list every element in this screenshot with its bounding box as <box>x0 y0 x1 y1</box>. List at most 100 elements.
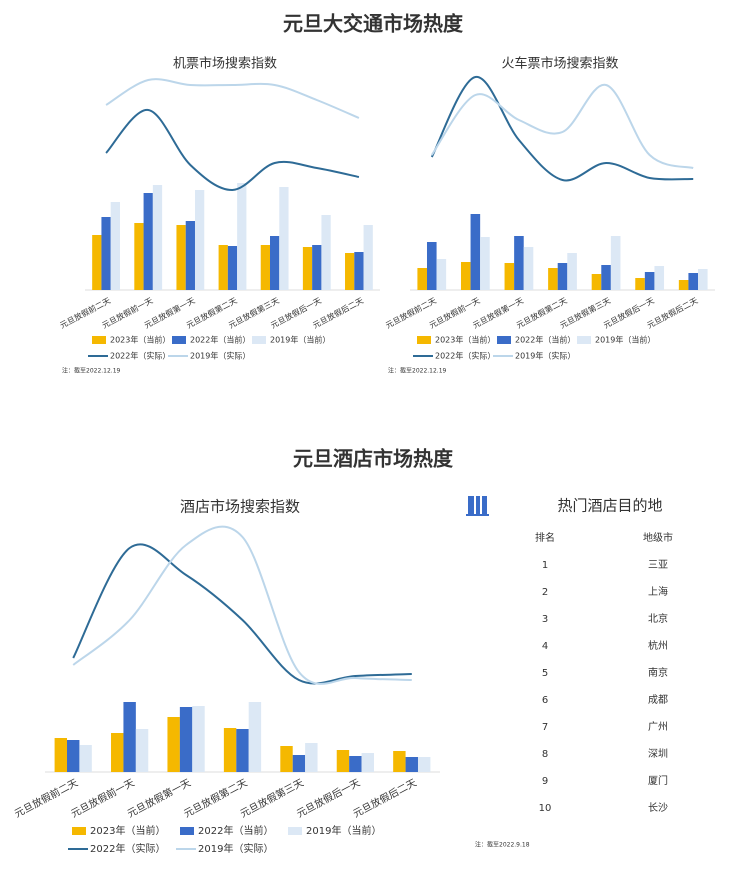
table-cell: 南京 <box>648 666 668 679</box>
line <box>72 525 412 685</box>
legend-swatch <box>92 336 106 344</box>
bar <box>601 265 611 290</box>
legend-label: 2019年（实际） <box>198 842 273 855</box>
table-cell: 6 <box>542 695 548 706</box>
bar <box>393 751 406 772</box>
bar <box>426 242 437 290</box>
bar <box>134 223 144 290</box>
table-cell: 9 <box>542 776 548 787</box>
bar <box>185 221 195 290</box>
legend-swatch <box>172 336 186 344</box>
bar <box>548 268 558 290</box>
bar <box>470 214 481 290</box>
legend-swatch <box>577 336 591 344</box>
table-cell: 10 <box>539 803 552 814</box>
bar <box>260 245 271 290</box>
bar <box>67 740 80 772</box>
bar <box>227 246 238 290</box>
bar <box>280 746 293 772</box>
x-tick-label: 元旦放假第一天 <box>125 776 193 820</box>
bar <box>248 702 262 772</box>
bar <box>135 729 149 772</box>
table-cell: 上海 <box>648 585 668 598</box>
bar <box>567 253 577 290</box>
bar <box>279 187 289 290</box>
legend-label: 2023年（当前） <box>90 824 165 837</box>
bar <box>349 756 362 772</box>
bar <box>698 269 708 290</box>
bar <box>79 745 92 772</box>
chart-title: 火车票市场搜索指数 <box>501 56 618 72</box>
legend-label: 2022年（当前） <box>198 824 273 837</box>
section-title: 元旦酒店市场热度 <box>293 447 454 471</box>
bar <box>591 274 602 290</box>
legend-swatch <box>252 336 266 344</box>
bar <box>236 729 249 772</box>
bar <box>610 236 621 290</box>
bar <box>336 750 350 772</box>
legend-label: 2019年（当前） <box>270 335 330 345</box>
bar <box>218 245 228 290</box>
note: 注：截至2022.9.18 <box>475 841 530 849</box>
chart-title: 机票市场搜索指数 <box>173 56 277 72</box>
legend-swatch <box>497 336 511 344</box>
bar <box>302 247 313 290</box>
chart-title: 酒店市场搜索指数 <box>180 498 300 516</box>
bar <box>514 236 524 290</box>
table-cell: 成都 <box>648 694 668 706</box>
table-header: 排名 <box>535 531 555 544</box>
bar <box>152 185 163 290</box>
table-cell: 长沙 <box>648 802 668 814</box>
bar <box>504 263 515 290</box>
table-cell: 广州 <box>648 721 668 733</box>
legend-label: 2023年（当前） <box>435 335 495 345</box>
x-tick-label: 元旦放假后二天 <box>351 776 419 820</box>
bar <box>192 706 205 772</box>
note: 注：截至2022.12.19 <box>388 367 447 375</box>
legend-label: 2019年（实际） <box>515 351 575 361</box>
legend-swatch <box>72 827 86 835</box>
line <box>105 78 360 119</box>
bar <box>194 190 205 290</box>
bar <box>176 225 186 290</box>
x-tick-label: 元旦放假前二天 <box>12 776 80 820</box>
table-cell: 北京 <box>648 612 668 625</box>
bar <box>101 217 111 290</box>
bar <box>688 273 699 290</box>
bar <box>237 183 247 290</box>
bar <box>167 717 180 772</box>
bar <box>644 272 655 290</box>
line <box>105 109 360 192</box>
bar <box>111 733 124 772</box>
bar <box>417 757 431 772</box>
table-cell: 深圳 <box>648 748 668 760</box>
table-cell: 7 <box>542 722 548 733</box>
bar <box>354 252 364 290</box>
bar <box>405 757 418 772</box>
bar <box>179 707 193 772</box>
table-cell: 5 <box>542 668 548 679</box>
legend-label: 2022年（实际） <box>90 842 165 855</box>
table-cell: 厦门 <box>648 774 668 787</box>
table-cell: 2 <box>542 587 548 598</box>
bar <box>417 268 427 290</box>
bar <box>223 728 237 772</box>
note: 注：截至2022.12.19 <box>62 367 121 375</box>
legend-swatch <box>180 827 194 835</box>
bar <box>321 215 331 290</box>
legend-label: 2022年（实际） <box>110 351 170 361</box>
bar <box>654 266 665 290</box>
bar <box>54 738 68 772</box>
legend-label: 2022年（当前） <box>190 335 250 345</box>
bar <box>305 743 318 772</box>
bar <box>460 262 471 290</box>
x-tick-label: 元旦放假前一天 <box>69 776 137 820</box>
bar <box>110 202 120 290</box>
x-tick-label: 元旦放假后一天 <box>294 776 362 820</box>
x-tick-label: 元旦放假第二天 <box>181 776 249 820</box>
bar <box>292 755 306 772</box>
bar <box>480 237 490 290</box>
table-cell: 4 <box>542 641 548 652</box>
legend-label: 2022年（实际） <box>435 351 495 361</box>
